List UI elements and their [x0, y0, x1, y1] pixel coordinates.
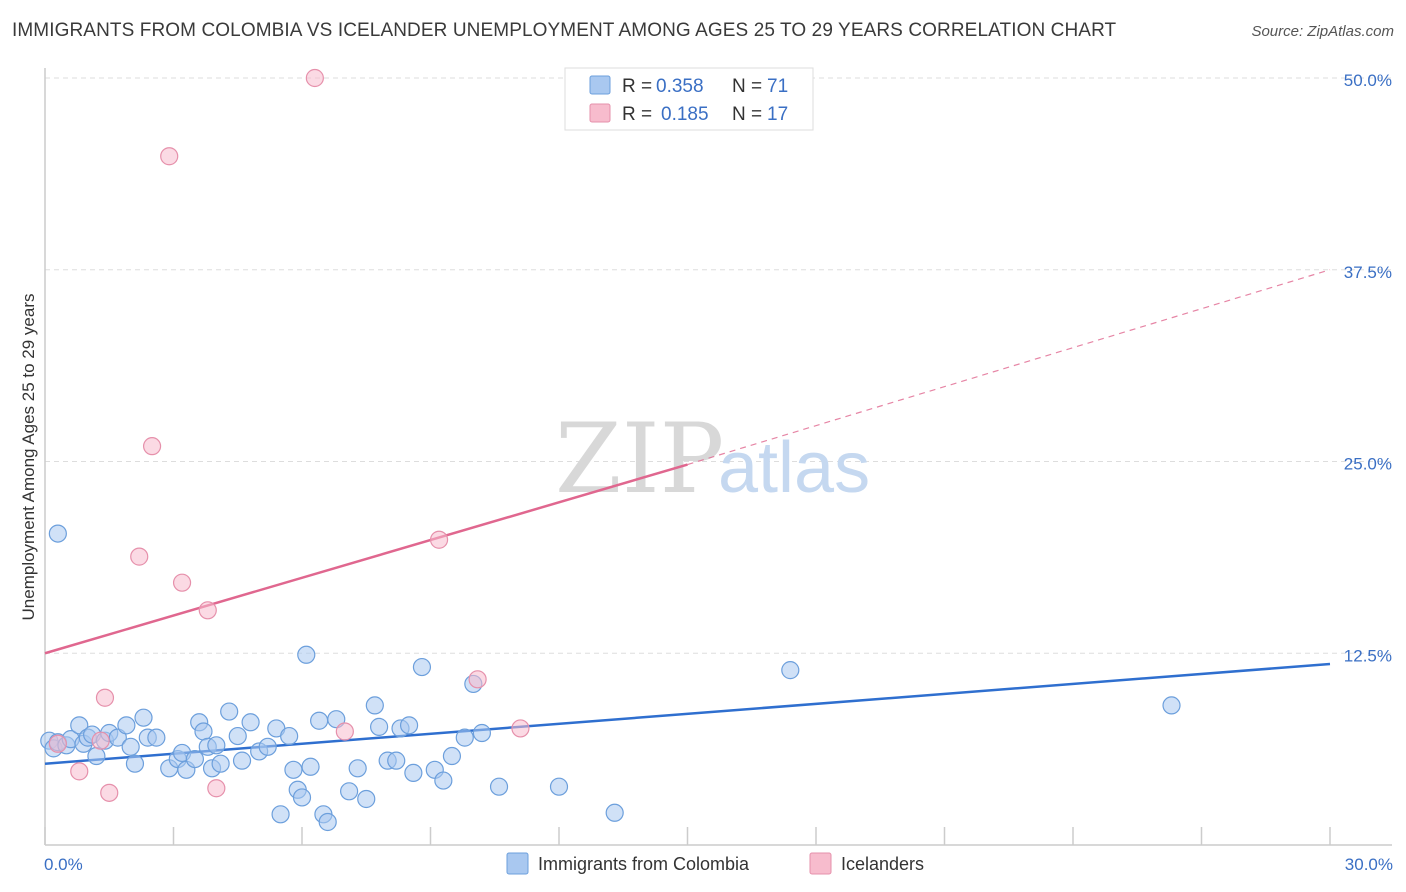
legend-r-value-1: 0.358 [656, 76, 704, 97]
legend-swatch-icelanders [589, 103, 611, 123]
point-colombia-29 [220, 702, 239, 721]
axes [44, 68, 1392, 846]
point-colombia-17 [147, 728, 166, 747]
point-colombia-47 [340, 782, 359, 801]
point-icelanders-2 [91, 731, 110, 750]
point-colombia-9 [87, 746, 106, 766]
point-colombia-24 [194, 722, 213, 741]
point-colombia-61 [455, 728, 474, 747]
point-colombia-56 [404, 763, 423, 783]
point-colombia-37 [280, 726, 299, 746]
chart-title: IMMIGRANTS FROM COLOMBIA VS ICELANDER UN… [12, 20, 1117, 41]
point-colombia-15 [134, 708, 153, 727]
point-colombia-13 [117, 716, 136, 735]
point-colombia-40 [292, 788, 312, 807]
point-colombia-70 [121, 737, 140, 756]
point-icelanders-14 [468, 670, 487, 689]
legend-n-value-1: 71 [767, 76, 788, 97]
point-colombia-36 [271, 805, 290, 824]
x-tick-label-1: 30.0% [1345, 855, 1393, 874]
point-icelanders-11 [305, 68, 324, 88]
legend-r-label-2: R = [622, 104, 652, 125]
bottom-legend-swatch-icelanders [809, 852, 832, 875]
point-colombia-51 [370, 717, 389, 736]
y-tick-label-0: 12.5% [1344, 646, 1392, 665]
point-colombia-46 [327, 710, 346, 729]
legend-r-value-2: 0.185 [661, 104, 709, 125]
watermark-zip: ZIP [555, 403, 724, 515]
trendlines [44, 269, 1331, 765]
point-colombia-63 [472, 723, 491, 743]
point-colombia-30 [228, 726, 247, 746]
point-colombia-22 [185, 749, 205, 769]
bottom-legend-swatch-colombia [506, 852, 529, 875]
point-colombia-59 [434, 771, 453, 790]
gridlines [45, 77, 1392, 654]
y-tick-label-2: 37.5% [1344, 263, 1392, 282]
tick-labels: 12.5% 25.0% 37.5% 50.0% 0.0% 30.0% [44, 71, 1393, 874]
point-colombia-45 [318, 812, 337, 832]
trendline-icelanders-extrapolated [687, 269, 1331, 466]
source-credit: Source: ZipAtlas.com [1251, 23, 1394, 40]
point-colombia-65 [549, 777, 569, 796]
legend-n-label-1: N = [732, 76, 762, 97]
point-colombia-66 [605, 803, 624, 822]
point-colombia-53 [387, 751, 406, 770]
point-colombia-64 [489, 777, 509, 796]
point-icelanders-12 [335, 722, 354, 741]
point-icelanders-0 [48, 734, 67, 753]
point-colombia-32 [241, 713, 260, 732]
point-colombia-69 [48, 524, 67, 543]
legend-swatch-colombia [589, 75, 611, 95]
legend-n-label-2: N = [732, 104, 762, 125]
point-icelanders-5 [130, 547, 149, 566]
point-colombia-49 [357, 789, 376, 809]
point-colombia-31 [232, 751, 252, 770]
point-colombia-50 [365, 696, 384, 715]
point-icelanders-1 [70, 762, 89, 781]
point-colombia-42 [301, 757, 320, 776]
point-colombia-55 [399, 716, 419, 735]
data-points [40, 68, 1181, 832]
point-colombia-67 [781, 661, 800, 680]
point-colombia-27 [207, 736, 226, 755]
legend-n-value-2: 17 [767, 104, 788, 125]
point-icelanders-7 [160, 147, 179, 166]
point-icelanders-3 [95, 688, 115, 707]
point-icelanders-10 [207, 779, 226, 798]
point-icelanders-9 [198, 601, 217, 620]
bottom-legend-label-colombia: Immigrants from Colombia [538, 854, 750, 874]
point-icelanders-8 [172, 573, 192, 592]
point-icelanders-15 [511, 719, 530, 738]
point-colombia-34 [258, 737, 277, 756]
point-icelanders-13 [429, 530, 449, 549]
point-colombia-68 [1162, 696, 1181, 715]
watermark-atlas: atlas [718, 428, 870, 508]
legend: R = 0.358 N = 71 R = 0.185 N = 17 [564, 67, 814, 131]
point-icelanders-6 [142, 437, 162, 456]
bottom-legend-label-icelanders: Icelanders [841, 854, 924, 874]
point-colombia-12 [108, 728, 127, 747]
point-colombia-48 [348, 759, 367, 778]
x-tick-label-0: 0.0% [44, 855, 83, 874]
bottom-legend: Immigrants from Colombia Icelanders [506, 852, 924, 875]
point-colombia-43 [310, 711, 329, 730]
point-colombia-38 [284, 760, 303, 779]
point-icelanders-4 [100, 783, 119, 802]
legend-r-label-1: R = [622, 76, 652, 97]
point-colombia-14 [125, 754, 145, 773]
y-axis-title: Unemployment Among Ages 25 to 29 years [19, 294, 38, 621]
point-colombia-57 [412, 657, 432, 677]
trendline-icelanders [44, 463, 688, 655]
point-colombia-60 [442, 746, 462, 766]
point-colombia-5 [70, 716, 89, 735]
watermark: ZIP atlas [555, 403, 870, 515]
y-tick-label-3: 50.0% [1344, 71, 1392, 90]
y-tick-label-1: 25.0% [1344, 455, 1392, 474]
point-colombia-28 [211, 754, 230, 773]
point-colombia-41 [297, 645, 316, 664]
